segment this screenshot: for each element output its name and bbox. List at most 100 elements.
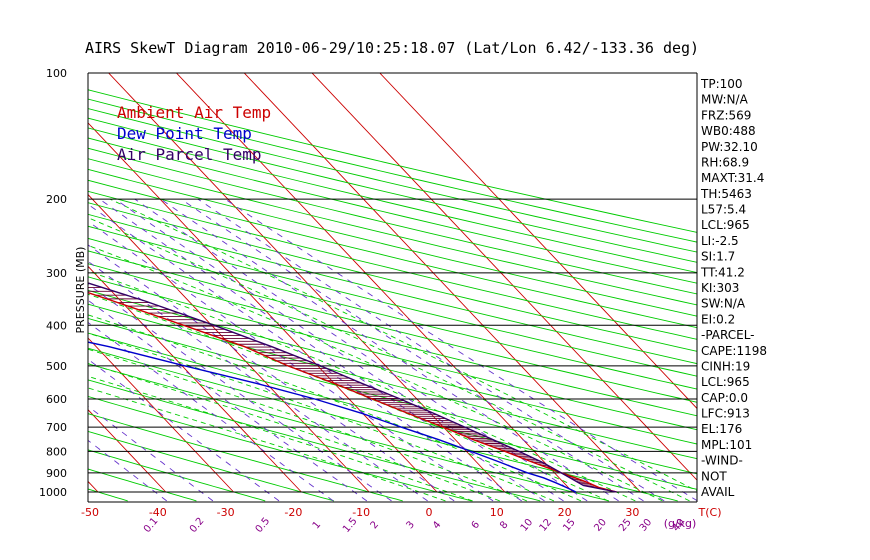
bottom-temp-tick-label: 30 xyxy=(625,506,639,519)
mixing-ratio-label: 30 xyxy=(638,517,655,534)
mixing-ratio-label: 20 xyxy=(592,517,609,534)
index-label: SW:N/A xyxy=(701,297,746,311)
index-label: EI:0.2 xyxy=(701,312,735,326)
pressure-tick-label: 1000 xyxy=(39,486,67,499)
mixing-ratio-label: 0.5 xyxy=(254,516,273,535)
isotherm-line xyxy=(88,265,302,493)
dry-adiabat-line xyxy=(88,430,335,502)
dry-adiabat-line xyxy=(88,117,697,263)
chart-title: AIRS SkewT Diagram 2010-06-29/10:25:18.0… xyxy=(85,39,699,57)
series-line-dew-point-temp xyxy=(88,341,577,493)
index-label: TT:41.2 xyxy=(700,265,745,279)
bottom-temp-tick-label: -10 xyxy=(352,506,370,519)
mixing-ratio-line xyxy=(88,358,280,502)
dry-adiabat-line xyxy=(88,158,697,306)
moist-adiabat-line xyxy=(88,387,446,502)
dry-adiabat-line xyxy=(88,137,697,284)
dry-adiabat-line xyxy=(88,488,128,502)
isotherm-line xyxy=(88,122,438,493)
index-label: MW:N/A xyxy=(701,93,749,107)
mixing-ratio-label: 6 xyxy=(470,519,483,531)
mixing-ratio-label: 10 xyxy=(519,517,536,534)
moist-adiabat-line xyxy=(88,363,500,502)
mixing-ratio-line xyxy=(180,198,644,502)
dry-adiabat-line xyxy=(88,250,697,403)
legend-entry: Air Parcel Temp xyxy=(117,145,262,164)
mixing-ratio-unit-label: (g/kg) xyxy=(664,517,697,530)
bottom-temp-tick-label: -40 xyxy=(149,506,167,519)
mixing-ratio-line xyxy=(88,244,455,502)
index-label: MPL:101 xyxy=(701,438,752,452)
index-label: TP:100 xyxy=(700,77,743,91)
bottom-temp-tick-label: -50 xyxy=(81,506,99,519)
isotherm-line xyxy=(88,409,167,493)
index-label: TH:5463 xyxy=(700,187,752,201)
index-label: L57:5.4 xyxy=(701,203,746,217)
dry-adiabat-line xyxy=(88,202,697,352)
index-label: -PARCEL- xyxy=(701,328,755,342)
index-label: EL:176 xyxy=(701,422,742,436)
mixing-ratio-line xyxy=(114,198,564,502)
mixing-ratio-line xyxy=(224,198,697,502)
moist-adiabat-line xyxy=(88,332,555,502)
legend-entry: Dew Point Temp xyxy=(117,124,252,143)
moist-adiabat-line xyxy=(88,270,636,502)
mixing-ratio-label: 25 xyxy=(617,517,634,534)
mixing-ratio-label: 4 xyxy=(431,519,444,531)
dry-adiabat-line xyxy=(88,225,697,377)
index-label: CINH:19 xyxy=(701,359,750,373)
mixing-ratio-line xyxy=(134,198,588,502)
bottom-temp-tick-label: -20 xyxy=(284,506,302,519)
dry-adiabat-line xyxy=(88,108,697,253)
index-label: KI:303 xyxy=(701,281,739,295)
mixing-ratio-label: 12 xyxy=(538,517,555,534)
index-label: MAXT:31.4 xyxy=(701,171,764,185)
mixing-ratio-label: 8 xyxy=(498,519,511,531)
moist-adiabat-line xyxy=(88,314,582,502)
index-label: WB0:488 xyxy=(701,124,756,138)
pressure-tick-label: 700 xyxy=(46,421,67,434)
index-label: AVAIL xyxy=(701,485,735,499)
mixing-ratio-line xyxy=(88,283,392,502)
dry-adiabat-line xyxy=(88,303,697,460)
mixing-ratio-line xyxy=(88,220,494,502)
isotherm-line xyxy=(88,337,234,493)
mixing-ratio-line xyxy=(197,198,665,502)
isotherm-line xyxy=(175,73,573,493)
index-label: CAPE:1198 xyxy=(701,344,767,358)
index-label: LI:-2.5 xyxy=(701,234,739,248)
pressure-tick-label: 900 xyxy=(46,467,67,480)
moist-adiabat-line xyxy=(88,348,527,502)
series-line-ambient-air-temp xyxy=(88,291,617,493)
mixing-ratio-label: 3 xyxy=(405,519,418,531)
mixing-ratio-line xyxy=(88,203,522,502)
isotherm-line xyxy=(379,73,697,410)
isotherm-line xyxy=(88,193,370,493)
index-label: LCL:965 xyxy=(701,375,750,389)
bottom-temp-tick-label: 0 xyxy=(426,506,433,519)
pressure-tick-label: 600 xyxy=(46,393,67,406)
dry-adiabat-line xyxy=(88,147,697,295)
pressure-tick-label: 200 xyxy=(46,193,67,206)
dry-adiabat-line xyxy=(88,179,697,329)
dry-adiabat-line xyxy=(88,347,678,502)
index-label: -WIND- xyxy=(701,454,743,468)
dry-adiabat-line xyxy=(88,379,541,502)
isotherm-line xyxy=(0,71,30,492)
legend-entry: Ambient Air Temp xyxy=(117,103,271,122)
temp-unit-label: T(C) xyxy=(698,506,722,519)
isotherm-line xyxy=(243,73,641,493)
mixing-ratio-line xyxy=(160,198,619,502)
index-label: NOT xyxy=(701,469,727,483)
dry-adiabat-line xyxy=(88,190,697,340)
mixing-ratio-line xyxy=(88,321,334,502)
index-label: SI:1.7 xyxy=(701,250,735,264)
dry-adiabat-line xyxy=(88,168,697,317)
index-label: CAP:0.0 xyxy=(701,391,748,405)
dry-adiabat-line xyxy=(88,468,197,502)
dry-adiabat-line xyxy=(88,317,697,475)
index-label: FRZ:569 xyxy=(701,108,751,122)
dry-adiabat-line xyxy=(88,289,697,445)
moist-adiabat-line xyxy=(109,198,697,492)
mixing-ratio-label: 1 xyxy=(311,519,324,531)
